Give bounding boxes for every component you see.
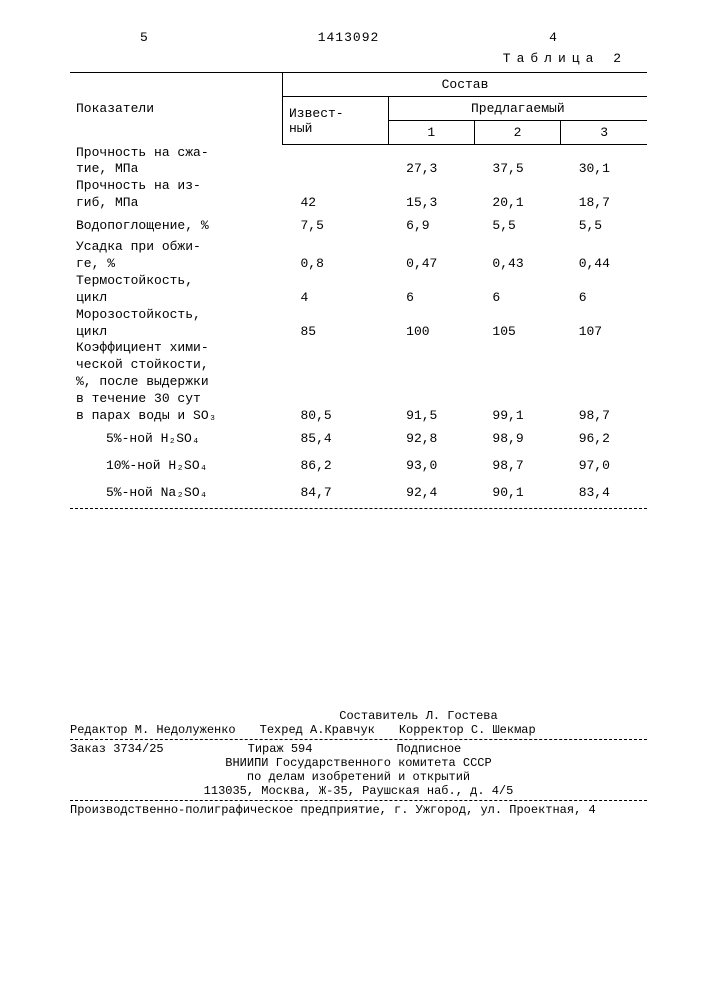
cell-value: 20,1	[474, 178, 560, 212]
cell-value: 84,7	[283, 479, 389, 506]
cell-value: 6,9	[388, 212, 474, 239]
cell-value: 6	[474, 273, 560, 307]
cell-value: 7,5	[283, 212, 389, 239]
cell-value: 15,3	[388, 178, 474, 212]
table-row: Усадка при обжи- ге, %0,80,470,430,44	[70, 239, 647, 273]
cell-value: 30,1	[561, 145, 647, 179]
compiler: Составитель Л. Гостева	[190, 709, 647, 723]
cell-value: 0,44	[561, 239, 647, 273]
cell-value: 97,0	[561, 452, 647, 479]
cell-value: 0,43	[474, 239, 560, 273]
cell-value: 92,8	[388, 425, 474, 452]
podpisnoe: Подписное	[396, 742, 461, 756]
patent-page: 5 1413092 4 Таблица 2 Показатели Состав …	[0, 0, 707, 837]
cell-value: 85	[283, 307, 389, 341]
cell-value: 37,5	[474, 145, 560, 179]
cell-value: 18,7	[561, 178, 647, 212]
cell-value: 99,1	[474, 340, 560, 424]
cell-value: 98,9	[474, 425, 560, 452]
cell-value: 105	[474, 307, 560, 341]
printer-line: Производственно-полиграфическое предприя…	[70, 803, 647, 817]
page-header-line: 5 1413092 4	[70, 30, 647, 45]
techred: Техред А.Кравчук	[260, 723, 375, 737]
cell-value: 98,7	[561, 340, 647, 424]
cell-value: 27,3	[388, 145, 474, 179]
page-col-right: 4	[549, 30, 557, 45]
cell-value: 85,4	[283, 425, 389, 452]
cell-value: 86,2	[283, 452, 389, 479]
data-table: Показатели Состав Извест- ный Предлагаем…	[70, 72, 647, 506]
tirazh: Тираж 594	[248, 742, 313, 756]
editor: Редактор М. Недолуженко	[70, 723, 236, 737]
table-row: Прочность на из- гиб, МПа4215,320,118,7	[70, 178, 647, 212]
header-composition: Состав	[283, 73, 648, 97]
cell-value: 0,8	[283, 239, 389, 273]
cell-value: 6	[388, 273, 474, 307]
header-indicators: Показатели	[70, 73, 283, 145]
header-known: Извест- ный	[283, 97, 389, 145]
patent-number: 1413092	[318, 30, 380, 45]
table-row: Коэффициент хими- ческой стойкости, %, п…	[70, 340, 647, 424]
row-label: Прочность на из- гиб, МПа	[70, 178, 283, 212]
cell-value: 42	[283, 178, 389, 212]
cell-value: 80,5	[283, 340, 389, 424]
table-row: Водопоглощение, %7,56,95,55,5	[70, 212, 647, 239]
row-label: 5%-ной H₂SO₄	[70, 425, 283, 452]
header-c3: 3	[561, 121, 647, 145]
imprint-block: Составитель Л. Гостева Редактор М. Недол…	[70, 709, 647, 817]
cell-value: 100	[388, 307, 474, 341]
cell-value: 5,5	[561, 212, 647, 239]
order-number: Заказ 3734/25	[70, 742, 164, 756]
cell-value: 107	[561, 307, 647, 341]
cell-value: 91,5	[388, 340, 474, 424]
cell-value: 0,47	[388, 239, 474, 273]
org-line-1: ВНИИПИ Государственного комитета СССР	[70, 756, 647, 770]
header-proposed: Предлагаемый	[388, 97, 647, 121]
table-row: 5%-ной H₂SO₄85,492,898,996,2	[70, 425, 647, 452]
table-row: 5%-ной Na₂SO₄84,792,490,183,4	[70, 479, 647, 506]
row-label: Усадка при обжи- ге, %	[70, 239, 283, 273]
cell-value: 92,4	[388, 479, 474, 506]
row-label: Водопоглощение, %	[70, 212, 283, 239]
footer-rule-1	[70, 739, 647, 740]
cell-value: 96,2	[561, 425, 647, 452]
page-col-left: 5	[140, 30, 148, 45]
header-c1: 1	[388, 121, 474, 145]
cell-value: 5,5	[474, 212, 560, 239]
table-end-rule	[70, 508, 647, 509]
cell-value: 98,7	[474, 452, 560, 479]
table-row: 10%-ной H₂SO₄86,293,098,797,0	[70, 452, 647, 479]
row-label: Морозостойкость, цикл	[70, 307, 283, 341]
org-address: 113035, Москва, Ж-35, Раушская наб., д. …	[70, 784, 647, 798]
corrector: Корректор С. Шекмар	[399, 723, 536, 737]
row-label: Прочность на сжа- тие, МПа	[70, 145, 283, 179]
cell-value: 4	[283, 273, 389, 307]
cell-value: 90,1	[474, 479, 560, 506]
table-row: Морозостойкость, цикл85100105107	[70, 307, 647, 341]
cell-value	[283, 145, 389, 179]
row-label: 5%-ной Na₂SO₄	[70, 479, 283, 506]
row-label: 10%-ной H₂SO₄	[70, 452, 283, 479]
row-label: Термостойкость, цикл	[70, 273, 283, 307]
cell-value: 83,4	[561, 479, 647, 506]
table-row: Прочность на сжа- тие, МПа 27,337,530,1	[70, 145, 647, 179]
cell-value: 6	[561, 273, 647, 307]
header-c2: 2	[474, 121, 560, 145]
row-label: Коэффициент хими- ческой стойкости, %, п…	[70, 340, 283, 424]
table-row: Термостойкость, цикл4666	[70, 273, 647, 307]
footer-rule-2	[70, 800, 647, 801]
cell-value: 93,0	[388, 452, 474, 479]
org-line-2: по делам изобретений и открытий	[70, 770, 647, 784]
table-caption: Таблица 2	[70, 51, 627, 66]
